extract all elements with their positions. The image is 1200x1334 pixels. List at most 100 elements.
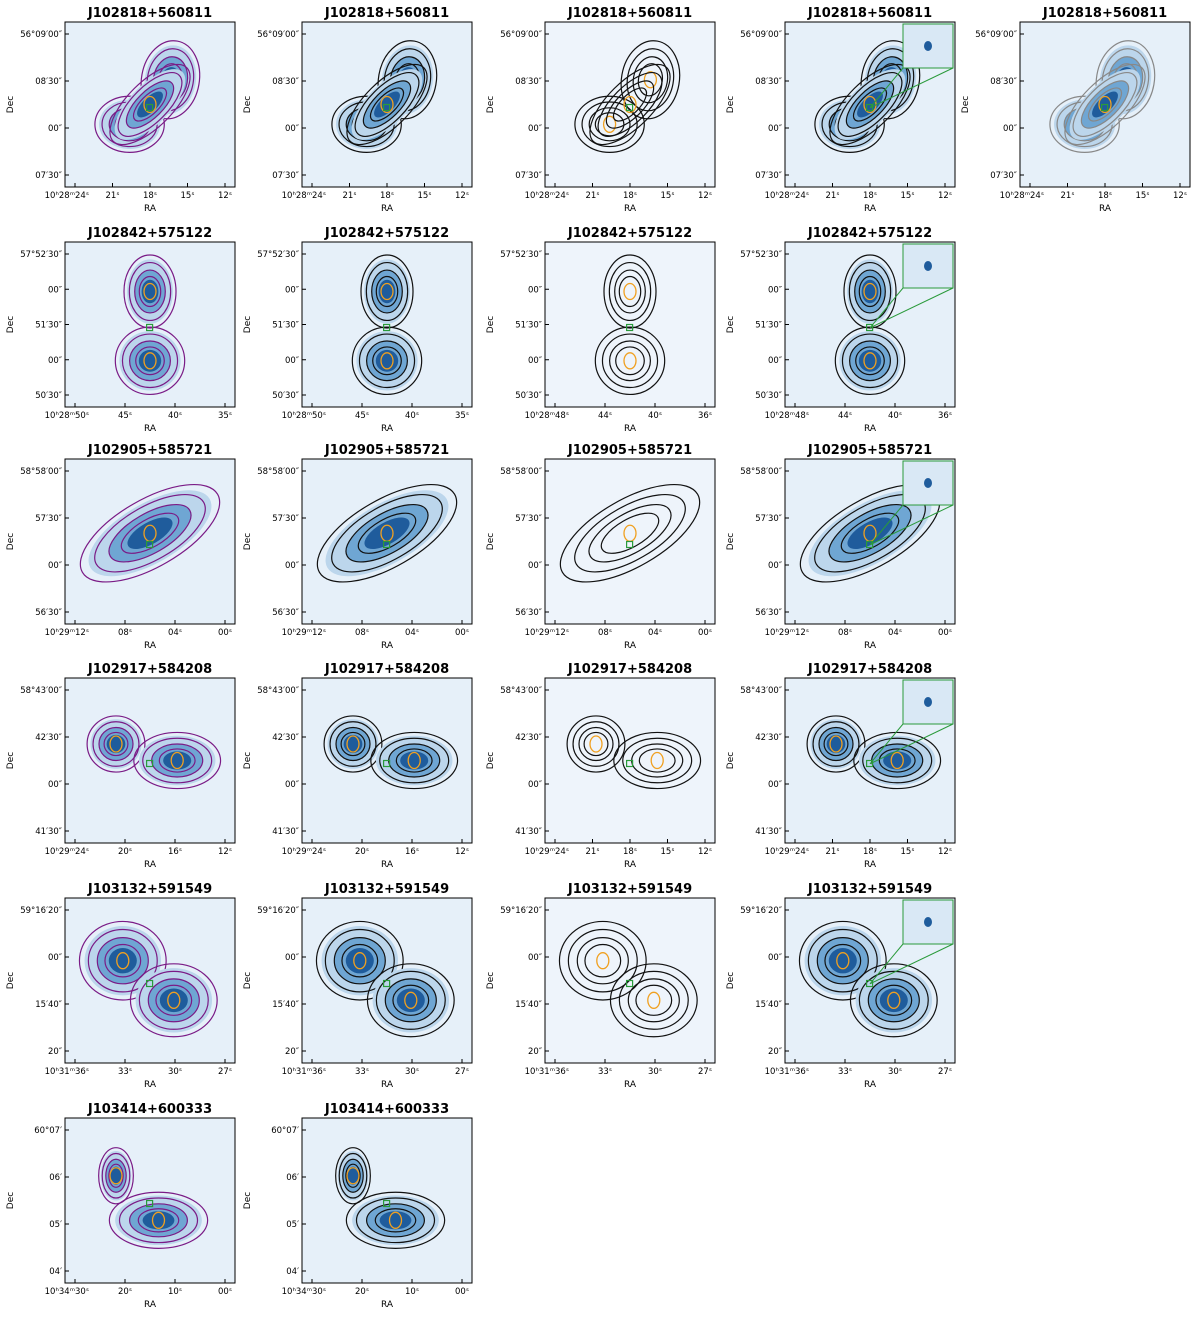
- panel-title: J102905+585721: [87, 443, 212, 458]
- y-tick-label: 08′30″: [755, 77, 782, 87]
- y-tick-label: 20″: [285, 1047, 299, 1057]
- x-axis-label: RA: [864, 1080, 877, 1090]
- panel-title: J102917+584208: [807, 662, 932, 677]
- y-axis-label: Dec: [486, 752, 496, 769]
- radio-contour: [643, 71, 658, 89]
- x-tick-label: 12ˢ: [218, 191, 232, 201]
- panel: J102905+585721 10ʰ29ᵐ12ˢ 08ˢ 04ˢ 00ˢ 58°58′00…: [486, 443, 716, 651]
- x-tick-label: 10ʰ34ᵐ30ˢ: [282, 1287, 326, 1297]
- x-tick-label: 10ʰ28ᵐ24ˢ: [765, 191, 809, 201]
- panel: J103132+591549 10ʰ31ᵐ36ˢ 33ˢ 30ˢ 27ˢ 59°16′20…: [726, 882, 956, 1090]
- contour: [78, 920, 167, 1001]
- x-axis-label: RA: [144, 424, 157, 434]
- emission: [396, 988, 425, 1013]
- contour: [1072, 72, 1138, 137]
- x-tick-label: 44ˢ: [598, 411, 612, 421]
- contour: [94, 95, 165, 153]
- contour: [1049, 95, 1120, 153]
- host-marker: [145, 1199, 154, 1208]
- emission: [108, 947, 137, 974]
- contour: [814, 95, 885, 153]
- x-tick-label: 10ʰ28ᵐ50ˢ: [282, 411, 326, 421]
- inset-link: [869, 504, 954, 546]
- contour: [615, 346, 645, 376]
- y-tick-label: 56°09′00″: [975, 30, 1017, 40]
- emission: [345, 947, 374, 974]
- image: [302, 459, 472, 624]
- inset-source: [924, 917, 932, 927]
- radio-contour: [647, 991, 661, 1009]
- panel: J102842+575122 10ʰ28ᵐ48ˢ 44ˢ 40ˢ 36ˢ 57°52′30…: [486, 226, 716, 434]
- contour: [346, 63, 428, 146]
- x-tick-label: 15ˢ: [1136, 191, 1150, 201]
- contour: [335, 726, 371, 762]
- x-axis-label: RA: [864, 424, 877, 434]
- x-tick-label: 15ˢ: [901, 847, 915, 857]
- y-tick-label: 00″: [285, 124, 299, 134]
- contour: [101, 1152, 131, 1199]
- inset-link: [869, 723, 954, 765]
- contour: [618, 970, 689, 1030]
- x-tick-label: 35ˢ: [455, 411, 469, 421]
- contour: [858, 275, 882, 308]
- image: [545, 242, 715, 407]
- contour: [331, 493, 443, 573]
- panel-title: J102842+575122: [567, 226, 692, 241]
- inset-link: [869, 504, 904, 546]
- y-tick-label: 00″: [48, 561, 62, 571]
- y-axis-label: Dec: [961, 96, 971, 113]
- radio-contour: [143, 352, 157, 370]
- radio-contour: [143, 95, 157, 114]
- x-tick-label: 30ˢ: [405, 1067, 419, 1077]
- x-tick-label: 21ˢ: [826, 847, 840, 857]
- x-tick-label: 00ˢ: [698, 628, 712, 638]
- contour: [862, 737, 933, 784]
- panel-title: J102842+575122: [87, 226, 212, 241]
- contour: [574, 95, 645, 153]
- y-axis-label: Dec: [6, 972, 16, 989]
- host-marker: [145, 540, 154, 549]
- contour: [798, 920, 887, 1001]
- x-axis-label: RA: [624, 424, 637, 434]
- contour: [125, 80, 175, 129]
- x-tick-label: 00ˢ: [455, 628, 469, 638]
- x-tick-label: 04ˢ: [168, 628, 182, 638]
- x-tick-label: 10ʰ29ᵐ24ˢ: [525, 847, 569, 857]
- panel-title: J103132+591549: [567, 882, 692, 897]
- panel-title: J102917+584208: [87, 662, 212, 677]
- x-tick-label: 20ˢ: [355, 1287, 369, 1297]
- y-tick-label: 15′40″: [272, 1000, 299, 1010]
- x-tick-label: 12ˢ: [938, 191, 952, 201]
- panel-title: J103414+600333: [87, 1102, 212, 1117]
- contour: [392, 984, 430, 1016]
- y-tick-label: 20″: [528, 1047, 542, 1057]
- x-tick-label: 04ˢ: [405, 628, 419, 638]
- panel: J102905+585721 10ʰ29ᵐ12ˢ 08ˢ 04ˢ 00ˢ 58°58′00…: [726, 443, 956, 651]
- x-tick-label: 36ˢ: [698, 411, 712, 421]
- y-tick-label: 08′30″: [35, 77, 62, 87]
- y-tick-label: 00″: [48, 780, 62, 790]
- x-tick-label: 15ˢ: [901, 191, 915, 201]
- contour: [824, 943, 862, 978]
- image: [785, 22, 955, 187]
- y-tick-label: 42′30″: [272, 733, 299, 743]
- y-tick-label: 05′: [49, 1220, 62, 1230]
- contour: [132, 87, 168, 122]
- y-axis-label: Dec: [243, 972, 253, 989]
- panel: J102818+560811 10ʰ28ᵐ24ˢ 21ˢ 18ˢ 15ˢ 12ˢ 56°09…: [726, 6, 956, 214]
- contour: [1087, 87, 1123, 122]
- contour: [578, 726, 614, 762]
- image: [302, 22, 472, 187]
- contour: [87, 928, 158, 993]
- contour: [109, 63, 191, 146]
- contour: [129, 963, 218, 1038]
- contour: [142, 737, 213, 784]
- host-marker: [625, 540, 634, 549]
- x-axis-label: RA: [624, 860, 637, 870]
- panel-title: J102917+584208: [324, 662, 449, 677]
- contour: [98, 1147, 134, 1205]
- emission: [364, 517, 410, 550]
- y-tick-label: 00″: [528, 124, 542, 134]
- y-tick-label: 00″: [528, 780, 542, 790]
- contour: [878, 748, 916, 773]
